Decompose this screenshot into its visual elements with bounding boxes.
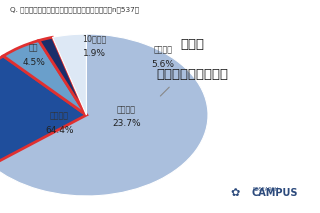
Wedge shape — [0, 56, 86, 165]
Text: CAMPUS: CAMPUS — [251, 188, 298, 198]
Text: ０社: ０社 — [29, 43, 38, 52]
Wedge shape — [52, 34, 86, 115]
Wedge shape — [0, 34, 208, 196]
Text: 64.4%: 64.4% — [45, 126, 74, 135]
Text: ７～９社: ７～９社 — [154, 45, 173, 54]
Text: １～３社: １～３社 — [50, 111, 69, 120]
Text: 10社以上: 10社以上 — [82, 35, 107, 44]
Text: ３割が: ３割が — [180, 38, 204, 51]
Text: 5.6%: 5.6% — [152, 60, 175, 69]
Wedge shape — [3, 40, 86, 115]
Text: ４～６社: ４～６社 — [117, 105, 136, 114]
Text: ４社以上から内々定: ４社以上から内々定 — [156, 68, 228, 81]
Text: 23.7%: 23.7% — [112, 119, 141, 128]
Wedge shape — [39, 37, 86, 115]
Text: RESEARCH: RESEARCH — [253, 187, 279, 192]
Text: 1.9%: 1.9% — [83, 49, 106, 58]
Text: Q. 内々定をもらった企業数を教えてください。（n＝537）: Q. 内々定をもらった企業数を教えてください。（n＝537） — [10, 6, 139, 13]
Text: 4.5%: 4.5% — [22, 58, 45, 66]
Text: ✿: ✿ — [230, 188, 240, 198]
